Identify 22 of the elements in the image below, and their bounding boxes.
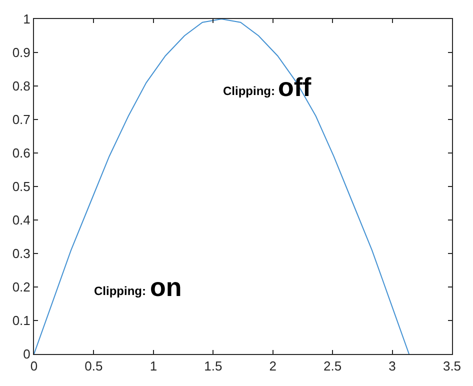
x-tick-label: 0.5	[84, 358, 103, 374]
x-tick-label: 1	[150, 358, 158, 374]
y-tick-label: 0.8	[12, 78, 30, 94]
y-tick-label: 0.3	[12, 246, 30, 262]
x-tick-label: 1.5	[204, 358, 222, 374]
y-tick-label: 1	[23, 12, 30, 27]
y-tick-label: 0.2	[12, 280, 30, 295]
annotation: Clipping:	[94, 284, 146, 298]
line-series	[34, 19, 410, 354]
y-tick-label: 0.1	[12, 313, 30, 328]
annotation: on	[150, 272, 182, 302]
annotation: Clipping:	[223, 84, 275, 98]
y-tick-label: 0.9	[12, 45, 30, 60]
x-tick-label: 3	[388, 358, 396, 374]
x-tick-label: 2.5	[324, 358, 342, 374]
y-tick-label: 0.7	[12, 112, 30, 128]
x-tick-label: 3.5	[442, 358, 462, 374]
y-tick-label: 0	[23, 346, 30, 362]
y-tick-label: 0.4	[12, 212, 30, 228]
y-tick-label: 0.5	[12, 179, 30, 194]
x-tick-label: 2	[269, 358, 276, 374]
y-tick-label: 0.6	[12, 146, 30, 161]
